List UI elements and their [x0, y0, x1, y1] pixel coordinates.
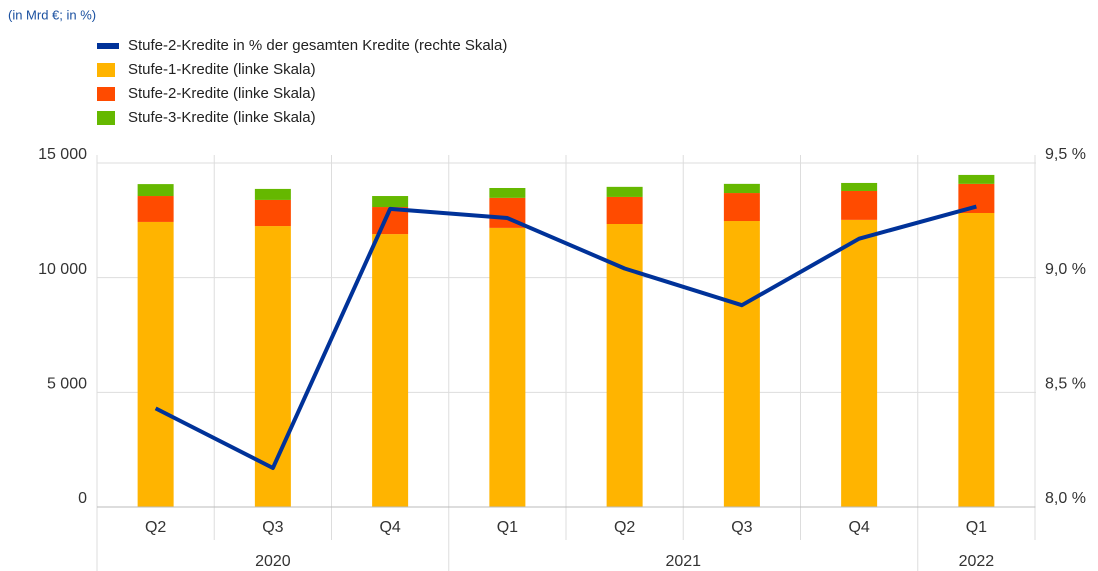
bar: [254, 188, 291, 200]
legend-label: Stufe-3-Kredite (linke Skala): [128, 109, 316, 126]
bar: [841, 182, 878, 191]
x-tick-label: Q1: [966, 519, 987, 536]
bar: [137, 196, 174, 222]
legend-label: Stufe-1-Kredite (linke Skala): [128, 61, 316, 78]
bar: [489, 227, 526, 507]
x-tick-label: Q2: [614, 519, 635, 536]
y-tick-label: 5 000: [47, 376, 87, 393]
year-label: 2021: [665, 553, 701, 570]
bar: [489, 187, 526, 198]
bar: [958, 174, 995, 184]
legend-swatch: [97, 87, 115, 101]
bar: [254, 199, 291, 227]
x-tick-label: Q3: [731, 519, 752, 536]
y-tick-label: 15 000: [38, 146, 87, 163]
y-tick-label: 10 000: [38, 261, 87, 278]
year-label: 2022: [959, 553, 995, 570]
legend-label: Stufe-2-Kredite in % der gesamten Kredit…: [128, 37, 507, 54]
y-tick-label: 0: [78, 490, 87, 507]
x-tick-label: Q4: [379, 519, 400, 536]
bar: [137, 221, 174, 507]
bar: [958, 212, 995, 507]
bar: [841, 190, 878, 220]
bar: [606, 186, 643, 197]
y2-tick-label: 8,0 %: [1045, 490, 1086, 507]
chart-subtitle: (in Mrd €; in %): [8, 7, 96, 22]
bar: [723, 183, 760, 194]
bar: [137, 184, 174, 197]
bar: [372, 196, 409, 208]
bar: [723, 193, 760, 222]
y2-tick-label: 9,0 %: [1045, 261, 1086, 278]
bar: [841, 219, 878, 507]
x-tick-label: Q3: [262, 519, 283, 536]
line-series: [154, 204, 977, 471]
x-tick-label: Q2: [145, 519, 166, 536]
y2-tick-label: 9,5 %: [1045, 146, 1086, 163]
legend-swatch: [97, 111, 115, 125]
y2-tick-label: 8,5 %: [1045, 376, 1086, 393]
legend-swatch: [97, 43, 119, 49]
year-label: 2020: [255, 553, 291, 570]
x-tick-label: Q4: [848, 519, 869, 536]
bar: [372, 234, 409, 508]
bar: [606, 196, 643, 225]
bar: [723, 221, 760, 507]
x-tick-label: Q1: [497, 519, 518, 536]
legend-swatch: [97, 63, 115, 77]
legend-label: Stufe-2-Kredite (linke Skala): [128, 85, 316, 102]
